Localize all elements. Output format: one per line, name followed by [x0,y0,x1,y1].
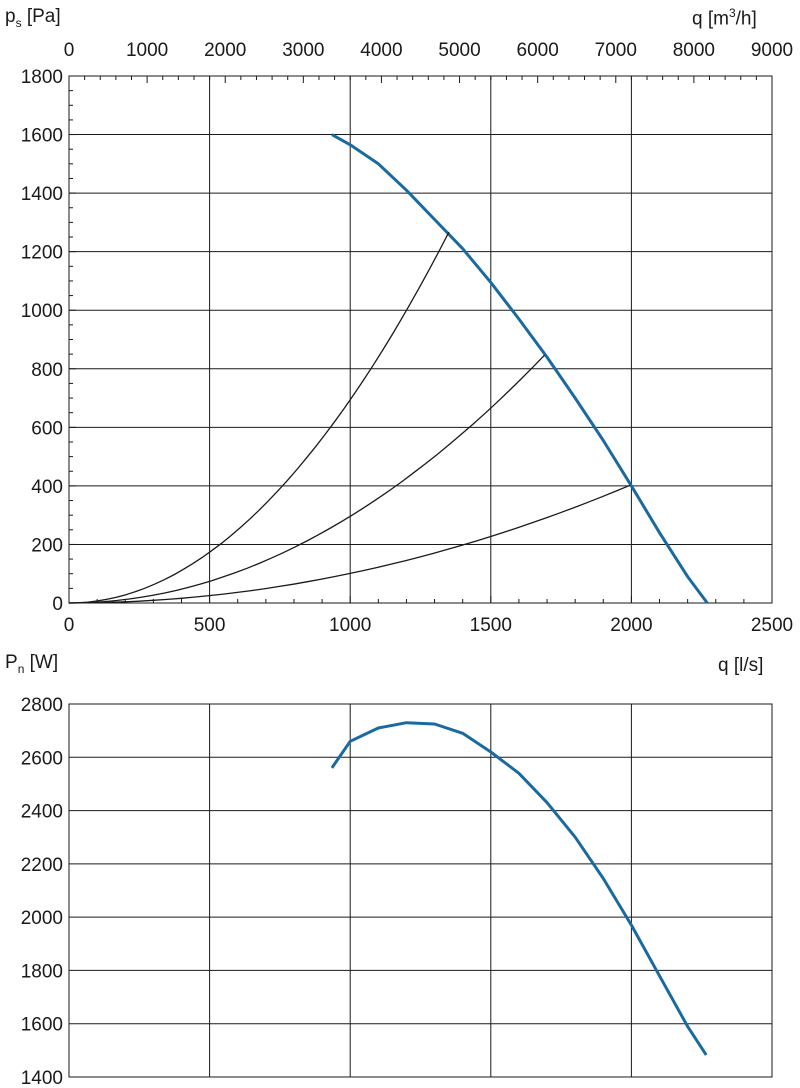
system-curve-3 [68,484,631,604]
x2-tick-label: 2000 [204,40,246,61]
fan-curve [331,133,709,604]
x-axis-label: q [l/s] [718,655,764,676]
y-tick-label: 2200 [21,855,63,876]
y-tick-label: 200 [31,535,63,556]
bottom-y-axis-label: Pn [W] [5,652,59,676]
x-tick-label: 2500 [751,615,793,636]
x-tick-label: 2000 [610,615,652,636]
x2-tick-label: 6000 [517,40,559,61]
y-tick-label: 1600 [21,1015,63,1036]
y-tick-label: 2600 [21,748,63,769]
y-tick-label: 1600 [21,126,63,147]
plot-frame [68,75,773,604]
y-tick-label: 1200 [21,243,63,264]
y-tick-label: 2800 [21,695,63,716]
y-tick-label: 2000 [21,908,63,929]
x2-tick-label: 9000 [751,40,793,61]
x-tick-label: 1500 [470,615,512,636]
power-curve [330,721,708,1056]
x2-tick-label: 0 [64,40,75,61]
x2-tick-label: 3000 [282,40,324,61]
system-curve-2 [68,354,545,604]
x-tick-label: 500 [194,615,226,636]
x2-tick-label: 8000 [673,40,715,61]
x-tick-label: 1000 [329,615,371,636]
y-tick-label: 600 [31,418,63,439]
y-tick-label: 1400 [21,1068,63,1088]
y-tick-label: 1000 [21,301,63,322]
plot-frame [68,703,773,1078]
y-tick-label: 2400 [21,802,63,823]
top-x2-axis-label: q [m3/h] [692,6,757,30]
x2-tick-label: 7000 [595,40,637,61]
y-tick-label: 0 [52,594,63,615]
system-curve-1 [68,231,450,604]
y-tick-label: 1400 [21,184,63,205]
x2-tick-label: 4000 [360,40,402,61]
y-tick-label: 1800 [21,961,63,982]
top-y-axis-label: ps [Pa] [5,6,61,30]
y-tick-label: 800 [31,360,63,381]
x2-tick-label: 1000 [126,40,168,61]
x2-tick-label: 5000 [438,40,480,61]
x-tick-label: 0 [64,615,75,636]
y-tick-label: 400 [31,477,63,498]
y-tick-label: 1800 [21,67,63,88]
